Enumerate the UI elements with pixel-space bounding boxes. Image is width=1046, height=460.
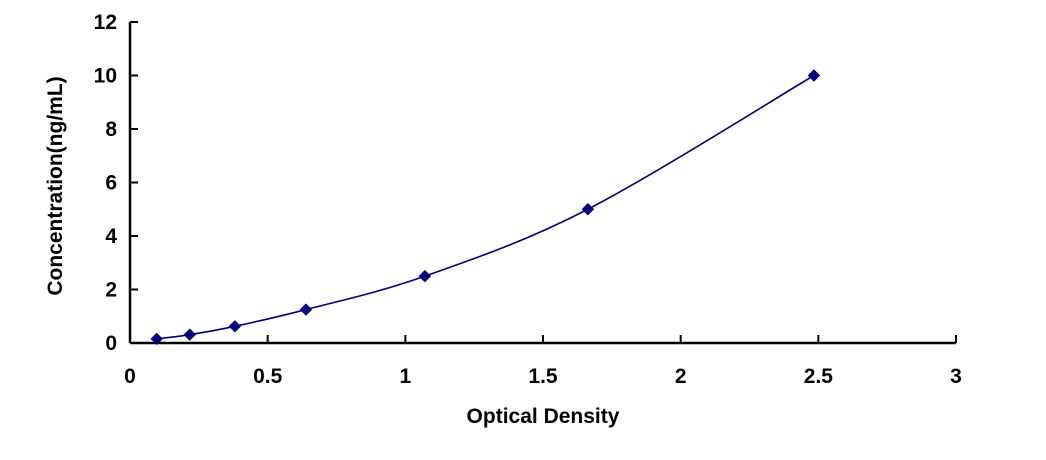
y-tick-label: 12	[94, 11, 117, 34]
x-tick-label: 1.5	[528, 365, 558, 388]
x-tick-label: 2.5	[804, 365, 834, 388]
x-tick-labels: 0 0.5 1 1.5 2 2.5 3	[124, 365, 962, 388]
y-axis-title: Concentration(ng/mL)	[44, 76, 67, 295]
data-point	[581, 203, 595, 216]
data-points-layer	[150, 69, 821, 346]
y-tick-label: 6	[105, 172, 117, 195]
x-tick-label: 2	[675, 365, 687, 388]
x-axis-title: Optical Density	[467, 405, 620, 428]
y-tick-label: 8	[105, 118, 117, 141]
x-tick-label: 1	[399, 365, 411, 388]
data-point	[228, 320, 242, 333]
y-tick-label: 2	[105, 279, 117, 302]
x-tick-label: 0	[124, 365, 136, 388]
y-tick-label: 10	[94, 65, 117, 88]
y-tick-label: 0	[105, 332, 117, 355]
y-tick-labels: 0 2 4 6 8 10 12	[94, 11, 118, 355]
fit-curve-line	[156, 74, 815, 340]
data-point	[150, 332, 163, 346]
data-point	[418, 269, 432, 283]
axes	[128, 21, 957, 345]
data-point	[807, 69, 821, 82]
fit-curve-layer	[156, 74, 815, 340]
x-tick-label: 0.5	[253, 365, 283, 388]
x-tick-label: 3	[950, 365, 962, 388]
data-point	[299, 303, 313, 316]
data-point	[183, 328, 196, 341]
y-tick-label: 4	[105, 225, 117, 248]
